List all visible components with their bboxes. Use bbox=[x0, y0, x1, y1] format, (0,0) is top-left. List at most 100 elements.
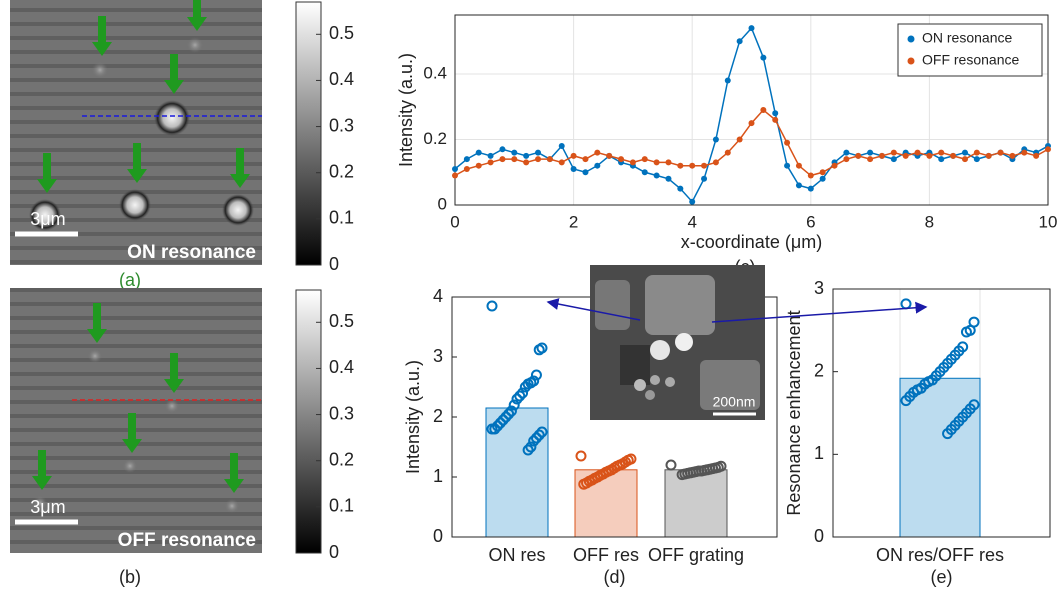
data-point bbox=[514, 390, 526, 402]
data-point bbox=[942, 428, 954, 440]
data-point bbox=[653, 172, 660, 179]
data-point bbox=[831, 162, 838, 169]
data-point bbox=[843, 149, 850, 156]
data-point bbox=[653, 159, 660, 166]
data-point bbox=[784, 162, 791, 169]
green-arrow bbox=[187, 0, 207, 31]
x-tick-label: 2 bbox=[569, 212, 578, 231]
data-point bbox=[517, 387, 529, 399]
particle bbox=[33, 496, 47, 510]
data-point bbox=[511, 393, 523, 405]
scale-bar-label: 3μm bbox=[30, 209, 65, 229]
y-tick-label: 0 bbox=[433, 526, 443, 546]
particle bbox=[187, 37, 203, 53]
data-point bbox=[575, 450, 587, 462]
sem-inset: 200nm bbox=[590, 265, 765, 420]
data-point bbox=[533, 429, 545, 441]
data-point bbox=[528, 435, 540, 447]
data-point bbox=[867, 156, 874, 163]
data-point bbox=[497, 414, 509, 426]
colorbar-tick-label: 0.5 bbox=[329, 23, 354, 43]
data-point bbox=[712, 136, 719, 143]
green-arrow bbox=[87, 303, 107, 343]
data-point bbox=[665, 159, 672, 166]
data-point bbox=[665, 175, 672, 182]
data-point bbox=[503, 408, 515, 420]
data-point bbox=[558, 143, 565, 150]
y-tick-label: 0.2 bbox=[423, 129, 447, 148]
data-point bbox=[807, 185, 814, 192]
data-point bbox=[950, 152, 957, 159]
pointer-arrow bbox=[546, 298, 641, 321]
particle bbox=[119, 189, 151, 221]
data-point bbox=[689, 198, 696, 205]
data-point bbox=[505, 405, 517, 417]
data-point bbox=[867, 149, 874, 156]
data-point bbox=[475, 149, 482, 156]
x-axis-label: x-coordinate (μm) bbox=[681, 232, 822, 252]
data-point bbox=[689, 162, 696, 169]
data-point bbox=[533, 344, 545, 356]
data-point bbox=[536, 426, 548, 438]
particle bbox=[29, 199, 61, 231]
legend-label: OFF resonance bbox=[922, 52, 1019, 68]
data-point bbox=[819, 169, 826, 176]
colorbar bbox=[295, 1, 322, 266]
colorbar-tick-label: 0.2 bbox=[329, 449, 354, 469]
x-tick-label: OFF grating bbox=[648, 545, 744, 565]
scale-bar-label: 3μm bbox=[30, 497, 65, 517]
legend-box bbox=[897, 23, 1043, 77]
data-point bbox=[511, 149, 518, 156]
x-tick-label: 8 bbox=[925, 212, 934, 231]
data-point bbox=[878, 152, 885, 159]
data-point bbox=[582, 169, 589, 176]
particle bbox=[165, 399, 179, 413]
colorbar-tick-label: 0.3 bbox=[329, 115, 354, 135]
particle bbox=[222, 194, 254, 226]
green-arrow bbox=[164, 54, 184, 94]
colorbar-tick-label: 0.2 bbox=[329, 161, 354, 181]
data-point bbox=[760, 107, 767, 113]
data-point bbox=[463, 165, 470, 172]
particle bbox=[154, 100, 190, 136]
colorbar-tick-label: 0.3 bbox=[329, 403, 354, 423]
green-arrow bbox=[92, 16, 112, 56]
data-point bbox=[1045, 146, 1051, 153]
data-point bbox=[535, 149, 542, 156]
y-tick-label: 0 bbox=[814, 526, 824, 546]
data-point bbox=[985, 152, 992, 159]
data-point bbox=[499, 156, 506, 163]
data-point bbox=[736, 136, 743, 143]
data-point bbox=[665, 459, 677, 471]
data-point bbox=[511, 156, 518, 163]
data-point bbox=[902, 152, 909, 159]
data-point bbox=[492, 420, 504, 432]
data-point bbox=[452, 165, 458, 172]
data-point bbox=[701, 175, 708, 182]
data-point bbox=[1021, 149, 1028, 156]
data-point bbox=[523, 159, 530, 166]
data-point bbox=[487, 159, 494, 166]
data-point bbox=[997, 149, 1004, 156]
data-point bbox=[724, 77, 731, 84]
data-point bbox=[523, 152, 530, 159]
data-point bbox=[525, 441, 537, 453]
data-point bbox=[819, 175, 826, 182]
y-tick-label: 0 bbox=[438, 194, 447, 213]
x-tick-label: OFF res bbox=[573, 545, 639, 565]
x-tick-label: 6 bbox=[806, 212, 815, 231]
particle bbox=[225, 499, 239, 513]
y-axis-label: Resonance enhancement bbox=[784, 310, 804, 515]
data-point bbox=[890, 149, 897, 156]
data-point bbox=[973, 149, 980, 156]
x-tick-label: 4 bbox=[687, 212, 696, 231]
data-point bbox=[807, 172, 814, 179]
data-point bbox=[594, 162, 601, 169]
y-tick-label: 2 bbox=[433, 406, 443, 426]
data-point bbox=[499, 146, 506, 153]
x-tick-label: ON res bbox=[488, 545, 545, 565]
colorbar-tick-label: 0 bbox=[329, 254, 339, 274]
series-line bbox=[454, 108, 1049, 177]
green-arrow bbox=[224, 453, 244, 493]
colorbar-tick-label: 0.1 bbox=[329, 496, 354, 516]
